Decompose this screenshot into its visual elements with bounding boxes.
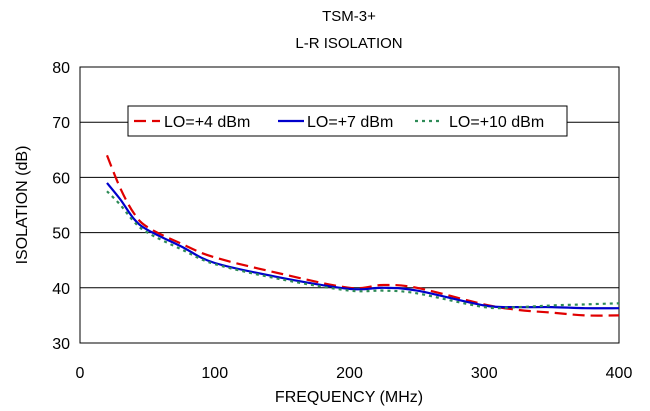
series-line-3 (106, 190, 620, 310)
x-tick-label: 400 (606, 365, 633, 382)
y-axis-label: ISOLATION (dB) (14, 146, 31, 265)
y-tick-label: 60 (52, 170, 70, 187)
legend-label-3: LO=+10 dBm (449, 114, 544, 131)
legend: LO=+4 dBm LO=+7 dBm LO=+10 dBm (127, 105, 568, 137)
plot-area-frame (79, 66, 620, 344)
y-tick-label: 50 (52, 226, 70, 243)
x-tick-label: 100 (201, 365, 228, 382)
legend-label-1: LO=+4 dBm (164, 114, 250, 131)
x-axis-ticks: 0 100 200 300 400 (76, 365, 633, 382)
x-axis-label: FREQUENCY (MHz) (275, 389, 423, 406)
y-tick-label: 70 (52, 115, 70, 132)
x-tick-label: 200 (336, 365, 363, 382)
legend-label-2: LO=+7 dBm (307, 114, 393, 131)
x-tick-label: 0 (76, 365, 85, 382)
series-line-1 (105, 154, 620, 317)
y-tick-label: 80 (52, 60, 70, 77)
series-lines (105, 154, 620, 317)
y-axis-ticks: 30 40 50 60 70 80 (52, 60, 70, 353)
series-line-2 (106, 182, 620, 310)
y-tick-label: 40 (52, 281, 70, 298)
legend-box (127, 105, 568, 137)
chart-title: TSM-3+ (322, 8, 376, 25)
y-tick-label: 30 (52, 336, 70, 353)
x-tick-label: 300 (471, 365, 498, 382)
chart-subtitle: L-R ISOLATION (295, 35, 402, 52)
